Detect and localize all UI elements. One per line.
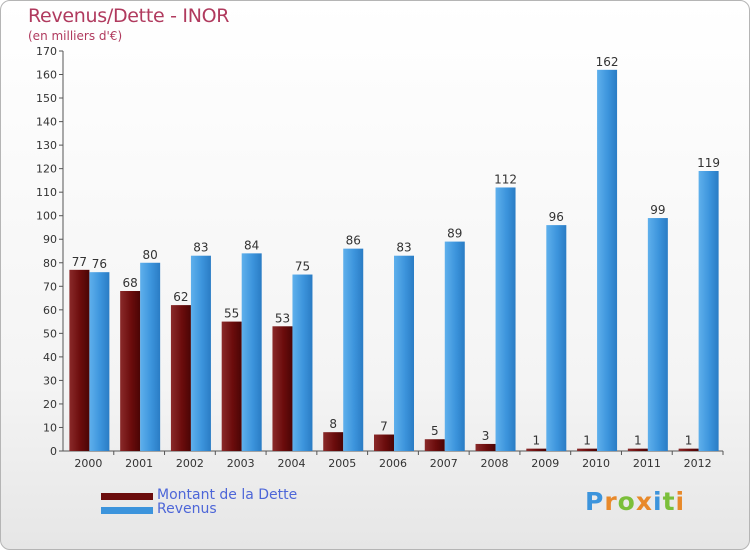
bar-revenus-2011 [647,218,668,451]
x-tick-label: 2009 [531,457,559,470]
data-label-revenus-2003: 84 [244,238,259,252]
y-tick-label: 0 [50,445,57,458]
y-tick-label: 90 [43,233,57,246]
data-label-dette-2001: 68 [123,276,138,290]
bar-dette-2007 [424,439,445,451]
data-label-revenus-2008: 112 [494,172,517,186]
chart-title: Revenus/Dette - INOR [28,5,230,27]
data-label-revenus-2002: 83 [193,241,208,255]
bar-revenus-2005 [343,248,364,451]
y-tick-label: 10 [43,421,57,434]
data-label-dette-2010: 1 [583,434,591,448]
legend-swatch-dette [101,493,153,500]
bar-dette-2000 [69,269,90,451]
bar-revenus-2003 [241,253,262,451]
bar-dette-2001 [120,291,141,451]
bar-revenus-2007 [444,241,465,451]
chart-subtitle: (en milliers d'€) [28,29,123,43]
data-label-dette-2002: 62 [173,290,188,304]
x-tick-label: 2005 [328,457,356,470]
data-label-revenus-2001: 80 [143,248,158,262]
y-tick-label: 150 [36,92,57,105]
y-tick-label: 170 [36,45,57,58]
bar-dette-2006 [374,434,394,451]
bar-revenus-2006 [394,255,414,451]
y-tick-label: 110 [36,186,57,199]
data-label-dette-2006: 7 [380,420,388,434]
bar-dette-2012 [678,448,699,451]
data-label-revenus-2011: 99 [650,203,665,217]
y-tick-label: 140 [36,116,57,129]
y-tick-label: 30 [43,374,57,387]
data-label-revenus-2000: 76 [92,257,107,271]
x-tick-label: 2006 [379,457,407,470]
y-tick-label: 40 [43,351,57,364]
proxiti-logo: Proxiti [585,487,686,516]
x-tick-label: 2012 [684,457,712,470]
data-label-revenus-2009: 96 [549,210,564,224]
data-label-revenus-2004: 75 [295,260,310,274]
data-label-dette-2008: 3 [482,429,490,443]
data-label-dette-2012: 1 [685,434,693,448]
data-label-dette-2011: 1 [634,434,642,448]
bar-revenus-2010 [597,69,618,451]
data-label-revenus-2005: 86 [346,234,361,248]
bar-revenus-2001 [140,262,161,451]
data-label-dette-2005: 8 [329,417,337,431]
y-tick-label: 60 [43,304,57,317]
y-tick-label: 160 [36,69,57,82]
y-tick-label: 100 [36,210,57,223]
legend-swatch-revenus [101,507,153,514]
data-label-dette-2007: 5 [431,424,439,438]
x-tick-label: 2008 [481,457,509,470]
bar-revenus-2009 [546,225,567,451]
data-label-revenus-2006: 83 [396,241,411,255]
x-tick-label: 2010 [582,457,610,470]
data-label-revenus-2012: 119 [697,156,720,170]
bar-dette-2011 [627,448,648,451]
bar-dette-2008 [475,443,496,451]
bar-revenus-2012 [698,171,719,451]
y-tick-label: 70 [43,280,57,293]
x-tick-label: 2003 [227,457,255,470]
bar-dette-2002 [170,305,191,451]
data-label-revenus-2007: 89 [447,227,462,241]
x-tick-label: 2001 [125,457,153,470]
data-label-dette-2003: 55 [224,307,239,321]
bar-revenus-2008 [495,187,516,451]
bar-dette-2010 [577,448,598,451]
y-tick-label: 130 [36,139,57,152]
y-tick-label: 20 [43,398,57,411]
data-label-dette-2009: 1 [532,434,540,448]
x-tick-label: 2000 [74,457,102,470]
bar-dette-2004 [272,326,293,451]
x-tick-label: 2011 [633,457,661,470]
bar-dette-2003 [221,321,242,451]
legend-label-dette: Montant de la Dette [157,487,298,503]
y-tick-label: 80 [43,257,57,270]
bar-dette-2009 [526,448,547,451]
bar-dette-2005 [323,432,344,451]
x-tick-label: 2004 [277,457,305,470]
legend-label-revenus: Revenus [157,501,217,517]
x-tick-label: 2007 [430,457,458,470]
y-tick-label: 120 [36,163,57,176]
bar-revenus-2004 [292,274,313,451]
data-label-dette-2004: 53 [275,311,290,325]
y-tick-label: 50 [43,327,57,340]
x-tick-label: 2002 [176,457,204,470]
bar-revenus-2000 [89,272,110,451]
data-label-dette-2000: 77 [72,255,87,269]
bar-revenus-2002 [190,255,211,451]
data-label-revenus-2010: 162 [596,55,619,69]
